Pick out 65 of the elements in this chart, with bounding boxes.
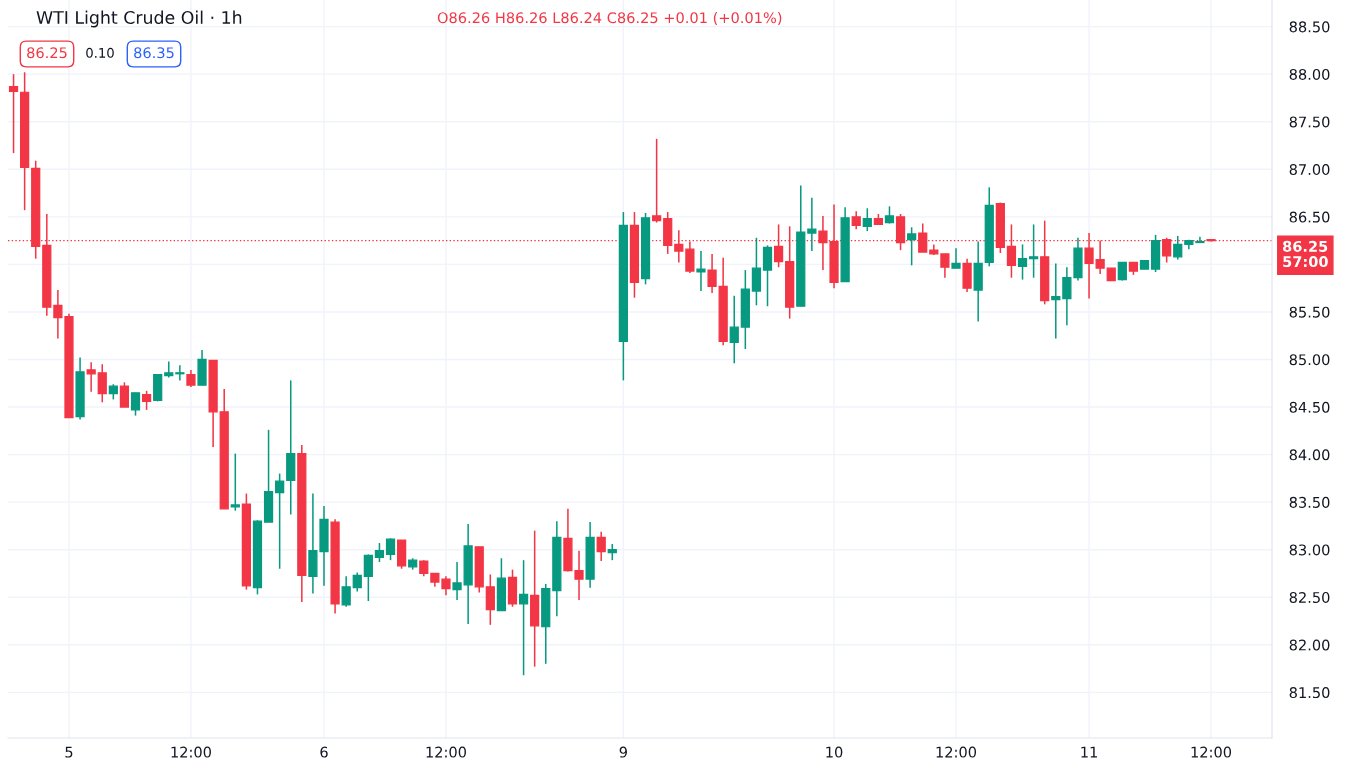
- y-tick-label: 85.50: [1289, 306, 1330, 318]
- candlestick: [230, 452, 240, 512]
- candlestick: [141, 390, 152, 411]
- candlestick: [1028, 223, 1039, 279]
- y-tick-label: 88.50: [1289, 21, 1330, 33]
- y-tick-label: 87.00: [1289, 164, 1330, 176]
- candlestick: [1117, 261, 1127, 282]
- y-tick-label: 82.50: [1289, 591, 1330, 603]
- y-tick-label: 81.50: [1289, 687, 1330, 699]
- y-tick-label: 84.00: [1289, 449, 1330, 461]
- ref-line-label: 86.25 57:00: [1283, 240, 1328, 268]
- annotation: 86.25: [27, 47, 67, 59]
- text: WTI Light Crude Oil · 1h: [36, 10, 242, 28]
- candlestick: [1051, 262, 1061, 340]
- candlestick: [275, 472, 285, 570]
- candlestick: [130, 392, 141, 417]
- candlestick: [164, 360, 174, 379]
- candlestick: [518, 559, 529, 676]
- x-tick-label: 6: [320, 746, 328, 758]
- x-tick-label: 12:00: [936, 746, 977, 758]
- candlestick: [751, 236, 762, 307]
- y-tick-label: 83.50: [1289, 496, 1330, 508]
- candlestick: [8, 73, 19, 154]
- candlestick: [652, 138, 662, 224]
- annotation: 86.35: [134, 47, 174, 59]
- candlestick: [951, 247, 961, 269]
- candlestick: [940, 253, 950, 279]
- y-tick-label: 86.50: [1289, 211, 1330, 223]
- y-tick-label: 82.00: [1289, 639, 1330, 651]
- y-tick-label: 83.00: [1289, 544, 1330, 556]
- candlestick: [596, 530, 606, 562]
- y-tick-label: 84.50: [1289, 401, 1330, 413]
- candlestick: [907, 226, 917, 267]
- candlestick: [707, 253, 717, 294]
- candlestick: [374, 542, 385, 563]
- x-tick-label: 12:00: [426, 746, 467, 758]
- y-tick-label: 87.50: [1289, 116, 1330, 128]
- candlestick: [807, 197, 817, 252]
- candlestick: [729, 295, 739, 365]
- candlestick: [696, 250, 706, 292]
- x-tick-label: 12:00: [171, 746, 211, 758]
- candlestick: [1017, 243, 1028, 281]
- x-tick-label: 12:00: [1191, 746, 1232, 758]
- annotation: O86.26 H86.26 L86.24 C86.25 +0.01 (+0.01%): [437, 11, 782, 25]
- x-tick-label: 9: [619, 746, 627, 758]
- candlestick: [851, 210, 861, 230]
- candlestick: [862, 207, 872, 232]
- candlestick: [1173, 235, 1183, 261]
- candlestick: [363, 553, 373, 602]
- candlestick: [485, 573, 495, 626]
- candlestick: [674, 229, 684, 264]
- candlestick: [341, 575, 351, 608]
- candlestick: [352, 571, 362, 593]
- x-tick-label: 10: [826, 746, 843, 758]
- y-tick-label: 85.00: [1289, 354, 1330, 366]
- annotation: 0.10: [86, 47, 114, 58]
- candlestick: [762, 244, 773, 307]
- candlestick: [385, 537, 396, 561]
- candlestick: [86, 361, 96, 393]
- candlestick: [97, 363, 107, 404]
- y-tick-label: 88.00: [1289, 68, 1330, 80]
- candlestick: [175, 364, 185, 382]
- x-tick-label: 5: [65, 746, 73, 758]
- x-tick-label: 11: [1081, 746, 1097, 758]
- candlestick: [119, 381, 130, 408]
